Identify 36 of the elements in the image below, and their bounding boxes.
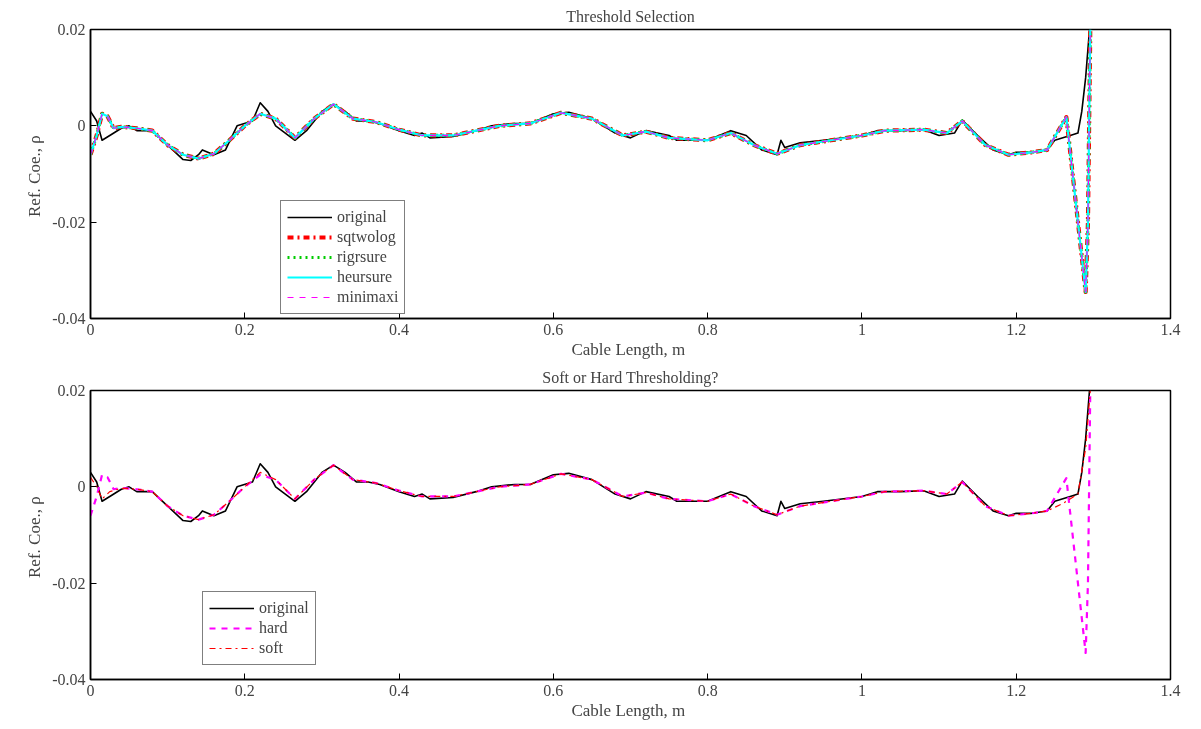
y-tick-label: -0.04 — [52, 310, 86, 327]
y-axis-title: Ref. Coe., ρ — [25, 496, 45, 578]
legend-label: soft — [259, 639, 283, 657]
x-tick-label: 1.2 — [1006, 320, 1027, 338]
legend-label: sqtwolog — [337, 228, 396, 246]
y-axis-title: Ref. Coe., ρ — [25, 135, 45, 217]
x-axis-title: Cable Length, m — [571, 339, 686, 359]
y-tick-label: -0.02 — [52, 574, 86, 592]
x-tick-label: 0.2 — [234, 681, 255, 699]
x-tick-label: 0.6 — [543, 681, 564, 699]
y-tick-label: -0.02 — [52, 213, 86, 231]
legend-label: hard — [259, 619, 288, 637]
x-tick-label: 0.4 — [389, 681, 410, 699]
legend-label: minimaxi — [337, 288, 399, 306]
chart-title: Threshold Selection — [566, 7, 695, 25]
y-tick-label: 0 — [77, 478, 86, 496]
x-tick-label: 0.2 — [234, 320, 255, 338]
chart-title: Soft or Hard Thresholding? — [542, 368, 719, 387]
legend-label: original — [259, 599, 309, 617]
legend-label: heursure — [337, 268, 393, 286]
x-tick-label: 0.8 — [697, 681, 718, 699]
legend-label: rigrsure — [337, 248, 387, 266]
x-tick-label: 0.6 — [543, 320, 564, 338]
y-tick-label: -0.04 — [52, 671, 86, 688]
x-tick-label: 1.4 — [1160, 681, 1181, 699]
x-axis-title: Cable Length, m — [571, 700, 686, 720]
y-tick-label: 0.02 — [57, 21, 86, 38]
x-tick-label: 0.4 — [389, 320, 410, 338]
y-tick-label: 0 — [77, 117, 86, 135]
x-tick-label: 1 — [857, 681, 866, 699]
x-tick-label: 1.2 — [1006, 681, 1027, 699]
legend-label: original — [337, 208, 387, 226]
x-tick-label: 0.8 — [697, 320, 718, 338]
x-tick-label: 1.4 — [1160, 320, 1181, 338]
x-tick-label: 1 — [857, 320, 866, 338]
y-tick-label: 0.02 — [57, 382, 86, 399]
